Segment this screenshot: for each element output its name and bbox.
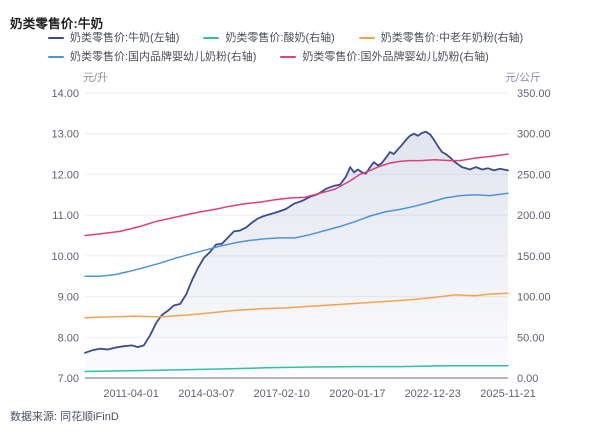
left-axis-unit-label: 元/升 <box>83 72 109 84</box>
y-axis-tick-label-left: 12.00 <box>51 169 79 181</box>
y-axis-tick-label-left: 9.00 <box>58 292 79 304</box>
y-axis-tick-label-right: 250.00 <box>517 169 551 181</box>
y-axis-tick-label-right: 350.00 <box>517 88 551 100</box>
legend-label-milk: 奶类零售价:牛奶(左轴) <box>70 32 180 44</box>
x-axis-tick-label: 2020-01-17 <box>329 388 385 400</box>
series-line-3 <box>84 192 509 277</box>
legend-label-domestic-infant-formula: 奶类零售价:国内品牌婴幼儿奶粉(右轴) <box>70 51 257 63</box>
series-line-2 <box>84 292 509 319</box>
legend-item-foreign-infant-formula[interactable]: 奶类零售价:国外品牌婴幼儿奶粉(右轴) <box>280 50 489 64</box>
legend-row-1: 奶类零售价:牛奶(左轴) 奶类零售价:酸奶(右轴) 奶类零售价:中老年奶粉(右轴… <box>48 31 523 45</box>
legend-swatch-domestic-infant-formula <box>48 55 64 59</box>
right-axis-unit-label: 元/公斤 <box>505 72 542 84</box>
series-line-4 <box>84 153 509 237</box>
y-axis-tick-label-left: 14.00 <box>51 88 79 100</box>
y-axis-tick-label-right: 0.00 <box>517 373 538 385</box>
series-area-fill <box>85 131 508 378</box>
legend-item-milk[interactable]: 奶类零售价:牛奶(左轴) <box>48 31 179 45</box>
y-axis-tick-label-left: 7.00 <box>58 373 79 385</box>
legend: 奶类零售价:牛奶(左轴) 奶类零售价:酸奶(右轴) 奶类零售价:中老年奶粉(右轴… <box>48 31 523 64</box>
y-axis-tick-label-left: 11.00 <box>52 210 79 222</box>
y-axis-tick-label-right: 200.00 <box>517 210 551 222</box>
x-axis-tick-label: 2014-03-07 <box>178 388 234 400</box>
series-line-1 <box>84 365 509 373</box>
x-axis-tick-label: 2025-11-21 <box>480 388 535 400</box>
legend-row-2: 奶类零售价:国内品牌婴幼儿奶粉(右轴) 奶类零售价:国外品牌婴幼儿奶粉(右轴) <box>48 50 523 64</box>
x-axis-tick-label: 2011-04-01 <box>103 388 158 400</box>
legend-swatch-milk <box>48 36 64 40</box>
legend-item-domestic-infant-formula[interactable]: 奶类零售价:国内品牌婴幼儿奶粉(右轴) <box>48 50 256 64</box>
legend-swatch-yogurt <box>203 36 220 40</box>
chart-title: 奶类零售价:牛奶 <box>10 17 104 31</box>
legend-item-senior-milk-powder[interactable]: 奶类零售价:中老年奶粉(右轴) <box>358 31 524 45</box>
legend-swatch-foreign-infant-formula <box>280 55 297 59</box>
legend-label-foreign-infant-formula: 奶类零售价:国外品牌婴幼儿奶粉(右轴) <box>302 51 489 63</box>
series-line-0 <box>84 130 509 354</box>
x-axis-tick-label: 2022-12-23 <box>405 388 461 400</box>
x-axis-tick-label: 2017-02-10 <box>254 388 310 400</box>
y-axis-tick-label-left: 13.00 <box>51 129 79 141</box>
y-axis-tick-label-left: 8.00 <box>58 332 79 344</box>
y-axis-tick-label-left: 10.00 <box>51 251 79 263</box>
legend-label-senior-milk-powder: 奶类零售价:中老年奶粉(右轴) <box>380 32 524 44</box>
y-axis-tick-label-right: 300.00 <box>517 129 551 141</box>
data-source-note: 数据来源: 同花顺iFinD <box>10 411 119 423</box>
legend-label-yogurt: 奶类零售价:酸奶(右轴) <box>225 32 335 44</box>
y-axis-tick-label-right: 100.00 <box>517 292 551 304</box>
legend-swatch-senior-milk-powder <box>358 36 375 40</box>
y-axis-tick-label-right: 50.00 <box>517 332 545 344</box>
y-axis-tick-label-right: 150.00 <box>517 251 551 263</box>
legend-item-yogurt[interactable]: 奶类零售价:酸奶(右轴) <box>203 31 335 45</box>
